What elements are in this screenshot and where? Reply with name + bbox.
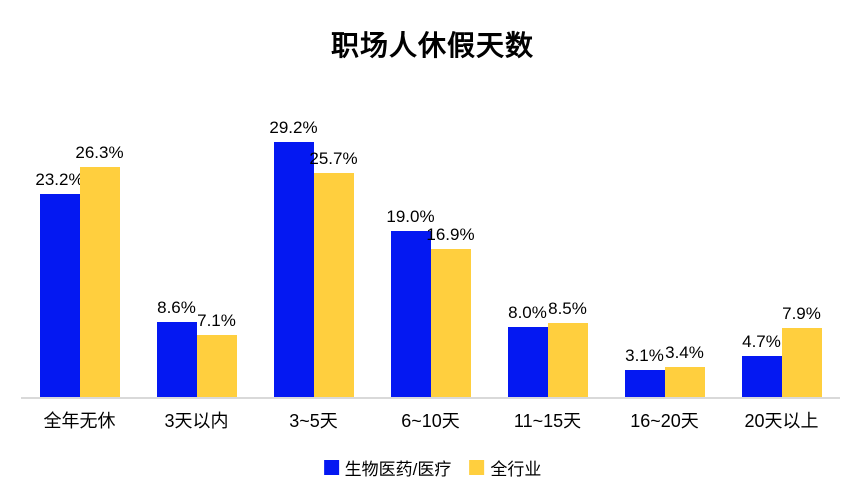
bar-group-4: 19.0% 16.9% 6~10天: [372, 88, 489, 431]
bar-value-label: 3.4%: [665, 343, 704, 363]
plot-area: 23.2% 26.3% 全年无休 8.6% 7.1% 3天以内 29.2% 25.7% 3~5天…: [21, 88, 840, 431]
bar-value-label: 16.9%: [426, 225, 475, 245]
bar-value-label: 4.7%: [742, 332, 781, 351]
bar-value-label: 25.7%: [309, 148, 358, 168]
category-label: 16~20天: [630, 411, 699, 431]
legend-item-biopharma: 生物医药/医疗: [323, 455, 452, 480]
category-label: 3~5天: [289, 411, 338, 431]
category-label: 11~15天: [513, 411, 582, 431]
bar-value-label: 19.0%: [386, 207, 435, 227]
legend-item-all-industry: 全行业: [469, 455, 541, 480]
bar-biopharma: 19.0%: [386, 207, 435, 397]
bar-value-label: 3.1%: [625, 345, 664, 365]
bar-value-label: 8.6%: [157, 297, 196, 317]
bar-all-industry: 25.7%: [309, 149, 358, 397]
bar-biopharma: 4.7%: [741, 332, 782, 397]
bar-value-label: 7.1%: [197, 311, 236, 330]
bar-all-industry: 7.1%: [196, 311, 237, 397]
bar-value-label: 7.9%: [782, 304, 821, 323]
bar-all-industry: 16.9%: [426, 225, 475, 397]
legend-swatch-all-industry-icon: [469, 460, 485, 475]
bar-biopharma: 8.0%: [507, 303, 548, 397]
category-label: 全年无休: [43, 411, 116, 431]
bar-all-industry: 8.5%: [547, 299, 588, 397]
bar-group-2: 8.6% 7.1% 3天以内: [138, 88, 255, 431]
legend: 生物医药/医疗 全行业: [323, 455, 541, 480]
legend-label-biopharma: 生物医药/医疗: [344, 460, 452, 479]
bar-group-5: 8.0% 8.5% 11~15天: [489, 88, 606, 431]
bar-value-label: 26.3%: [75, 143, 124, 163]
bar-value-label: 29.2%: [269, 118, 318, 137]
bar-group-7: 4.7% 7.9% 20天以上: [723, 88, 840, 431]
legend-label-all-industry: 全行业: [490, 460, 542, 479]
category-label: 3天以内: [164, 411, 229, 431]
bar-all-industry: 7.9%: [781, 304, 822, 397]
legend-swatch-biopharma-icon: [323, 460, 339, 475]
bar-value-label: 23.2%: [35, 170, 84, 190]
bar-value-label: 8.0%: [508, 303, 547, 323]
bar-value-label: 8.5%: [548, 298, 587, 318]
chart-title: 职场人休假天数: [330, 30, 534, 61]
bar-group-3: 29.2% 25.7% 3~5天: [255, 88, 372, 431]
bar-biopharma: 3.1%: [624, 346, 665, 397]
bar-all-industry: 26.3%: [75, 143, 124, 397]
category-label: 20天以上: [744, 411, 819, 431]
bar-biopharma: 8.6%: [156, 298, 197, 397]
bar-biopharma: 23.2%: [35, 170, 84, 397]
category-label: 6~10天: [401, 411, 460, 431]
bar-group-1: 23.2% 26.3% 全年无休: [21, 88, 138, 431]
bar-group-6: 3.1% 3.4% 16~20天: [606, 88, 723, 431]
bar-biopharma: 29.2%: [269, 118, 318, 397]
bar-all-industry: 3.4%: [664, 343, 705, 397]
